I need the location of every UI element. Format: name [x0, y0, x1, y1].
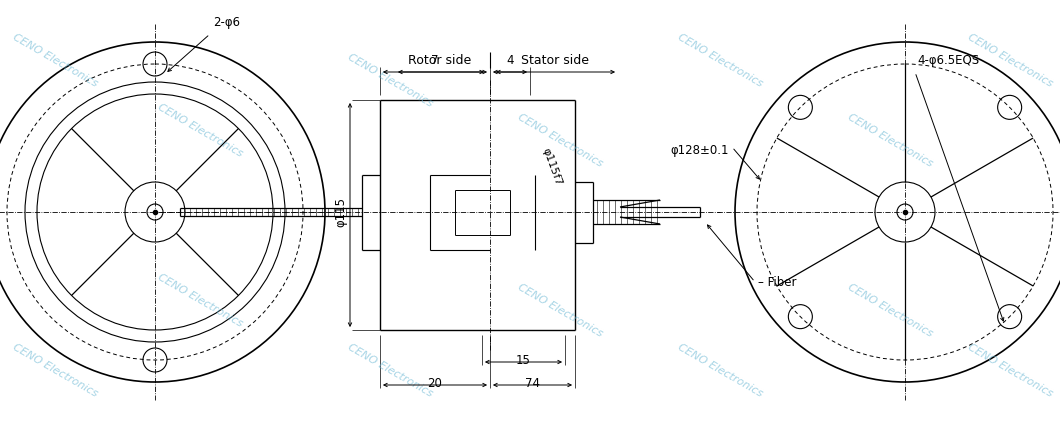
- Text: – Fiber: – Fiber: [758, 276, 796, 288]
- Text: 2-φ6: 2-φ6: [213, 16, 240, 29]
- Text: CENO Electronics: CENO Electronics: [676, 342, 764, 399]
- Text: 7: 7: [431, 54, 439, 67]
- Text: Rotor side: Rotor side: [408, 53, 472, 67]
- Text: 20: 20: [427, 377, 442, 390]
- Text: CENO Electronics: CENO Electronics: [846, 112, 934, 168]
- Text: CENO Electronics: CENO Electronics: [346, 52, 435, 109]
- Text: φ128±0.1: φ128±0.1: [671, 144, 729, 157]
- Text: CENO Electronics: CENO Electronics: [516, 112, 604, 168]
- Text: CENO Electronics: CENO Electronics: [11, 342, 100, 399]
- Text: CENO Electronics: CENO Electronics: [156, 102, 244, 159]
- Text: CENO Electronics: CENO Electronics: [516, 282, 604, 338]
- Text: 4-φ6.5EQS: 4-φ6.5EQS: [917, 54, 979, 67]
- Text: CENO Electronics: CENO Electronics: [966, 342, 1055, 399]
- Text: Stator side: Stator side: [522, 53, 589, 67]
- Text: 4: 4: [507, 54, 514, 67]
- Text: φ115: φ115: [334, 197, 347, 227]
- Text: 74: 74: [525, 377, 540, 390]
- Text: 15: 15: [516, 354, 531, 367]
- Text: CENO Electronics: CENO Electronics: [846, 282, 934, 338]
- Text: CENO Electronics: CENO Electronics: [966, 32, 1055, 88]
- Text: CENO Electronics: CENO Electronics: [676, 32, 764, 88]
- Text: CENO Electronics: CENO Electronics: [11, 32, 100, 88]
- Text: CENO Electronics: CENO Electronics: [346, 342, 435, 399]
- Text: φ115f7: φ115f7: [541, 147, 564, 187]
- Text: CENO Electronics: CENO Electronics: [156, 272, 244, 329]
